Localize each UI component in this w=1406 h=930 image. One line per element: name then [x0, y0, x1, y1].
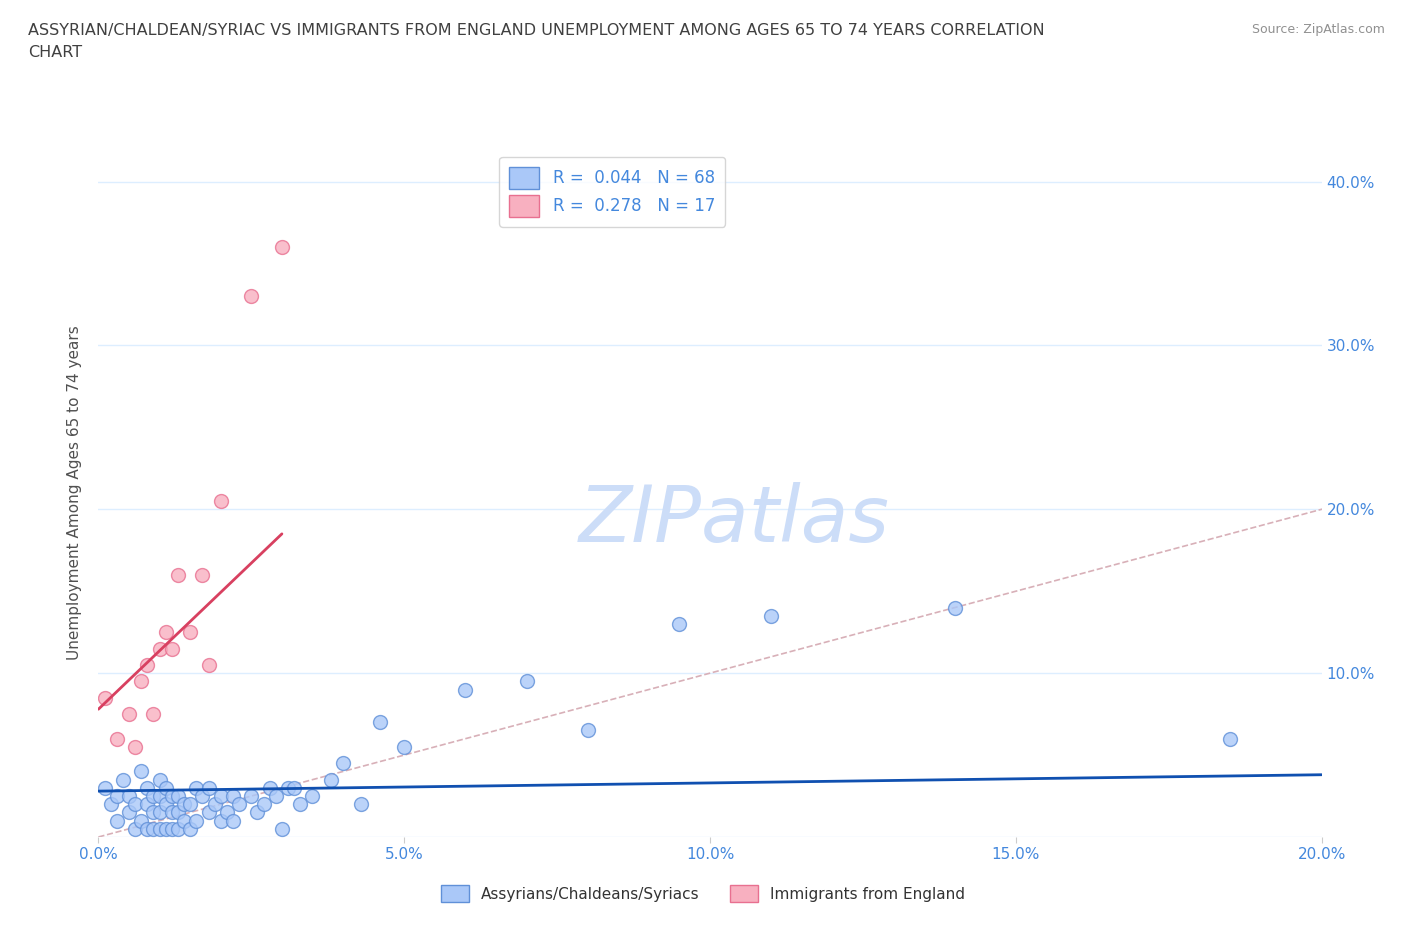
Point	[155, 797, 177, 812]
Point	[129, 813, 152, 828]
Point	[129, 764, 152, 779]
Point	[576, 723, 599, 737]
Point	[155, 821, 177, 836]
Point	[167, 567, 190, 582]
Point	[270, 240, 292, 255]
Point	[179, 625, 201, 640]
Point	[105, 789, 128, 804]
Point	[270, 821, 292, 836]
Point	[173, 797, 195, 812]
Point	[1219, 731, 1241, 746]
Point	[943, 600, 966, 615]
Point	[191, 789, 214, 804]
Point	[136, 658, 159, 672]
Point	[160, 805, 183, 820]
Point	[142, 789, 165, 804]
Point	[259, 780, 281, 795]
Point	[290, 797, 312, 812]
Point	[167, 789, 190, 804]
Point	[222, 789, 245, 804]
Point	[368, 715, 391, 730]
Text: ZIPatlas: ZIPatlas	[579, 483, 890, 558]
Point	[668, 617, 690, 631]
Point	[93, 780, 115, 795]
Point	[124, 739, 146, 754]
Point	[100, 797, 122, 812]
Point	[105, 813, 128, 828]
Point	[124, 797, 146, 812]
Point	[179, 797, 201, 812]
Point	[222, 813, 245, 828]
Text: CHART: CHART	[28, 45, 82, 60]
Point	[319, 772, 342, 787]
Point	[392, 739, 416, 754]
Text: Source: ZipAtlas.com: Source: ZipAtlas.com	[1251, 23, 1385, 36]
Point	[142, 805, 165, 820]
Point	[136, 797, 159, 812]
Point	[111, 772, 134, 787]
Point	[204, 797, 226, 812]
Point	[197, 658, 219, 672]
Legend: Assyrians/Chaldeans/Syriacs, Immigrants from England: Assyrians/Chaldeans/Syriacs, Immigrants …	[434, 879, 972, 909]
Point	[149, 805, 172, 820]
Point	[149, 789, 172, 804]
Legend: R =  0.044   N = 68, R =  0.278   N = 17: R = 0.044 N = 68, R = 0.278 N = 17	[499, 157, 725, 227]
Point	[759, 608, 782, 623]
Point	[454, 682, 477, 697]
Point	[179, 821, 201, 836]
Point	[516, 674, 538, 689]
Point	[155, 780, 177, 795]
Text: ASSYRIAN/CHALDEAN/SYRIAC VS IMMIGRANTS FROM ENGLAND UNEMPLOYMENT AMONG AGES 65 T: ASSYRIAN/CHALDEAN/SYRIAC VS IMMIGRANTS F…	[28, 23, 1045, 38]
Point	[149, 772, 172, 787]
Point	[264, 789, 287, 804]
Point	[136, 780, 159, 795]
Point	[167, 805, 190, 820]
Point	[167, 821, 190, 836]
Point	[301, 789, 323, 804]
Point	[93, 690, 115, 705]
Point	[197, 780, 219, 795]
Point	[186, 813, 208, 828]
Point	[209, 813, 232, 828]
Point	[209, 494, 232, 509]
Point	[155, 625, 177, 640]
Y-axis label: Unemployment Among Ages 65 to 74 years: Unemployment Among Ages 65 to 74 years	[67, 326, 83, 660]
Point	[332, 756, 354, 771]
Point	[191, 567, 214, 582]
Point	[149, 821, 172, 836]
Point	[252, 797, 274, 812]
Point	[240, 289, 263, 304]
Point	[283, 780, 305, 795]
Point	[129, 674, 152, 689]
Point	[136, 821, 159, 836]
Point	[118, 805, 141, 820]
Point	[173, 813, 195, 828]
Point	[215, 805, 238, 820]
Point	[118, 789, 141, 804]
Point	[142, 821, 165, 836]
Point	[142, 707, 165, 722]
Point	[160, 821, 183, 836]
Point	[149, 641, 172, 656]
Point	[105, 731, 128, 746]
Point	[160, 641, 183, 656]
Point	[277, 780, 299, 795]
Point	[124, 821, 146, 836]
Point	[246, 805, 269, 820]
Point	[240, 789, 263, 804]
Point	[350, 797, 373, 812]
Point	[118, 707, 141, 722]
Point	[186, 780, 208, 795]
Point	[209, 789, 232, 804]
Point	[228, 797, 250, 812]
Point	[160, 789, 183, 804]
Point	[197, 805, 219, 820]
